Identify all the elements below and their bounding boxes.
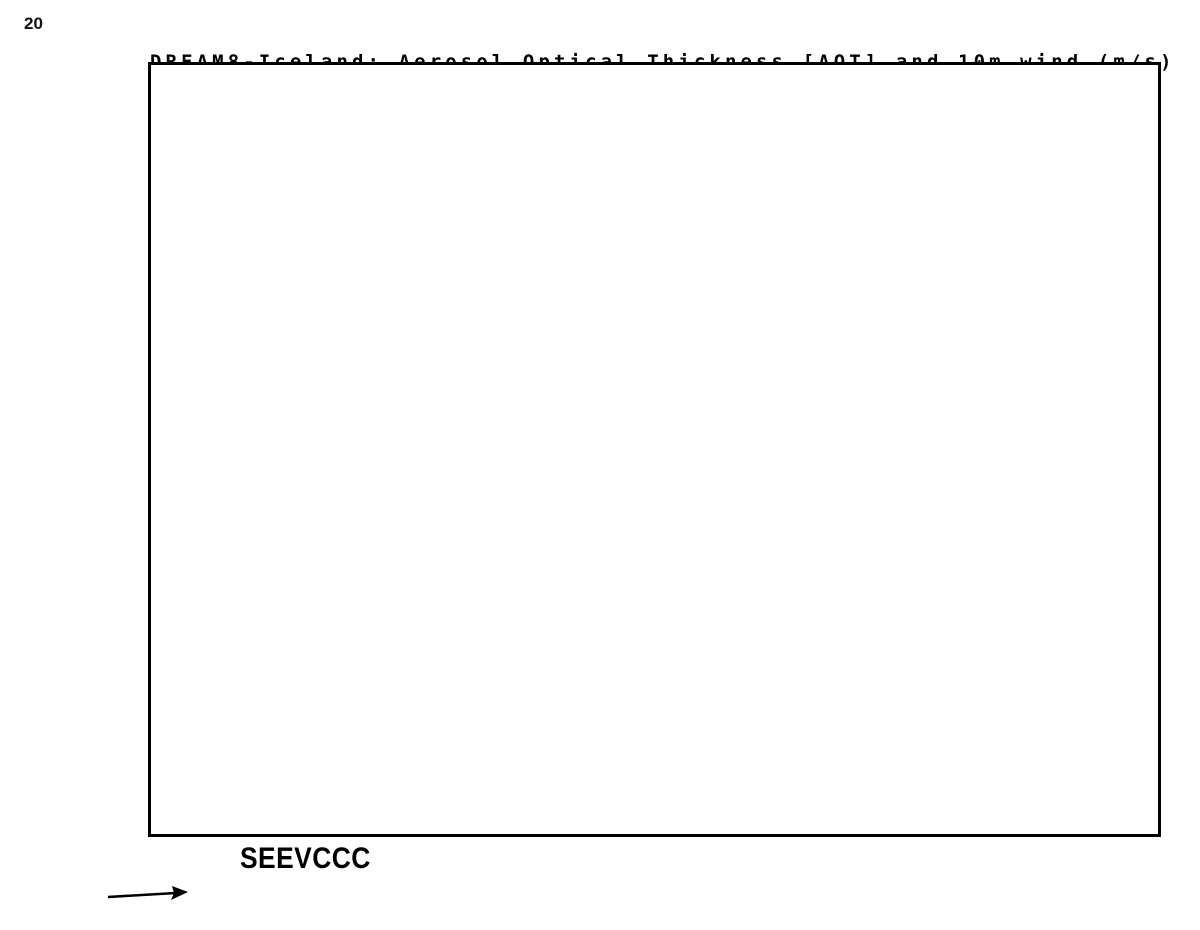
map-area [148, 62, 1161, 837]
cloud-logo-icon [146, 837, 234, 881]
seevccc-logo: SEEVCCC [146, 836, 389, 882]
wind-aot-map-svg [151, 65, 1158, 834]
wind-reference-arrowhead [171, 886, 188, 900]
logo-text: SEEVCCC [240, 842, 371, 875]
wind-reference-value: 20 [24, 14, 43, 33]
wind-reference-arrow [107, 886, 188, 900]
aot-colorbar [248, 882, 1155, 895]
